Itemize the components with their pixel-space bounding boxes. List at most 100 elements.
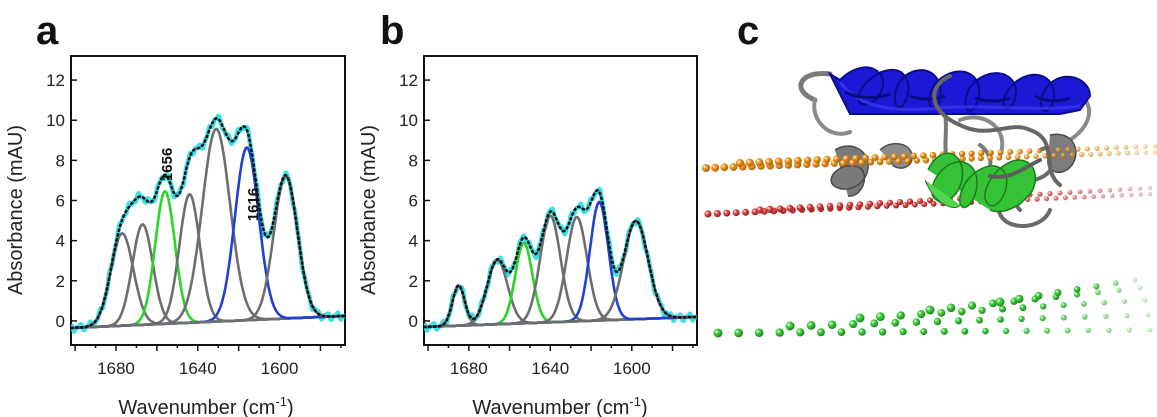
red-atom xyxy=(826,202,834,210)
orange-atom xyxy=(978,150,985,157)
orange-atom xyxy=(913,157,920,164)
orange-atom xyxy=(1065,146,1071,153)
red-atom xyxy=(1053,195,1059,201)
substrate-atom xyxy=(849,320,858,329)
red-atom xyxy=(806,203,814,211)
substrate-atom xyxy=(967,301,977,310)
y-tick-label: 8 xyxy=(56,151,65,170)
component-band-1598 xyxy=(424,219,697,329)
orange-atom xyxy=(711,163,720,172)
red-atom xyxy=(704,210,712,218)
substrate-atom xyxy=(1081,301,1087,307)
red-atom xyxy=(1057,190,1063,196)
substrate-atom xyxy=(1015,294,1024,304)
orange-atom xyxy=(1084,146,1091,152)
fit-sum-curve xyxy=(424,188,697,329)
red-atom xyxy=(927,197,933,204)
orange-atom xyxy=(867,158,875,166)
orange-atom xyxy=(745,158,754,167)
substrate-atom xyxy=(1044,327,1051,334)
red-atom xyxy=(796,204,804,212)
red-atom xyxy=(1117,187,1123,192)
substrate-atom xyxy=(1124,313,1130,319)
substrate-atom xyxy=(827,320,837,330)
substrate-atom xyxy=(1023,327,1030,334)
orange-atom xyxy=(1060,152,1067,158)
substrate-atom xyxy=(946,303,956,313)
orange-atom xyxy=(1017,148,1023,155)
substrate-atom xyxy=(1054,289,1062,297)
red-atom xyxy=(1128,192,1134,198)
orange-atom xyxy=(1125,150,1130,156)
red-atom xyxy=(912,201,918,208)
orange-atom xyxy=(997,149,1004,156)
red-atom xyxy=(921,201,928,208)
red-atom xyxy=(906,198,914,205)
substrate-atom xyxy=(940,327,948,335)
y-tick-label: 4 xyxy=(409,232,418,251)
substrate-atom xyxy=(925,305,935,315)
red-atom xyxy=(1147,191,1153,197)
substrate-atom xyxy=(917,310,926,319)
orange-atom xyxy=(1026,148,1033,155)
substrate-atom xyxy=(1116,287,1122,293)
orange-atom xyxy=(774,157,783,166)
substrate-atom xyxy=(1095,289,1101,296)
red-atom xyxy=(1110,193,1115,198)
substrate-atom xyxy=(837,328,846,336)
red-atom xyxy=(1127,186,1133,192)
orange-atom xyxy=(929,151,937,159)
red-atom xyxy=(1100,193,1106,199)
orange-atom xyxy=(1134,150,1140,156)
orange-atom xyxy=(765,157,773,166)
substrate-atom xyxy=(937,309,946,317)
substrate-atom xyxy=(1040,303,1047,310)
y-tick-label: 2 xyxy=(409,272,418,291)
orange-atom xyxy=(996,154,1003,161)
red-atom xyxy=(776,205,784,213)
red-atom xyxy=(766,205,774,213)
orange-atom xyxy=(736,159,744,167)
red-atom xyxy=(713,210,722,218)
orange-atom xyxy=(1055,147,1062,153)
substrate-atom xyxy=(997,316,1004,323)
orange-atom xyxy=(1007,148,1014,155)
band-annotation: 1616 xyxy=(245,188,262,221)
substrate-atom xyxy=(1073,291,1081,298)
orange-atom xyxy=(958,150,966,157)
red-atom xyxy=(756,206,764,214)
orange-atom xyxy=(886,158,893,165)
orange-atom xyxy=(987,154,994,161)
chart-b-ylabel: Absorbance (mAU) xyxy=(358,125,380,295)
substrate-atom xyxy=(891,318,900,327)
chart-a: Absorbance (mAU) Wavenumber (cm-1) 0 2 4 6 8… xyxy=(5,55,346,417)
red-atom xyxy=(1119,193,1125,198)
red-atom xyxy=(1138,192,1143,197)
red-atom xyxy=(723,209,731,217)
substrate-atom xyxy=(982,327,989,335)
red-atom xyxy=(1107,188,1113,193)
plot-area xyxy=(424,186,697,333)
x-tick-label: 1600 xyxy=(261,359,299,378)
red-atom xyxy=(846,201,854,209)
chart-b: Absorbance (mAU) Wavenumber (cm-1) 0 2 4 6 8… xyxy=(358,55,698,417)
orange-atom xyxy=(842,155,850,163)
orange-atom xyxy=(862,154,869,162)
substrate-atom xyxy=(876,312,885,322)
substrate-atom xyxy=(995,297,1005,307)
red-atom xyxy=(742,208,750,216)
protein-ribbon xyxy=(798,71,1092,228)
red-atom xyxy=(1097,188,1103,194)
plot-area xyxy=(71,113,345,334)
orange-atom xyxy=(755,158,764,167)
red-atom xyxy=(896,199,904,206)
orange-atom xyxy=(813,156,821,164)
substrate-atom xyxy=(870,319,879,328)
substrate-atom xyxy=(1081,314,1088,320)
orange-atom xyxy=(1069,152,1076,158)
substrate-atom xyxy=(796,328,805,337)
red-atom xyxy=(1062,195,1068,201)
red-atom xyxy=(1034,196,1040,202)
orange-atom xyxy=(1097,151,1103,157)
